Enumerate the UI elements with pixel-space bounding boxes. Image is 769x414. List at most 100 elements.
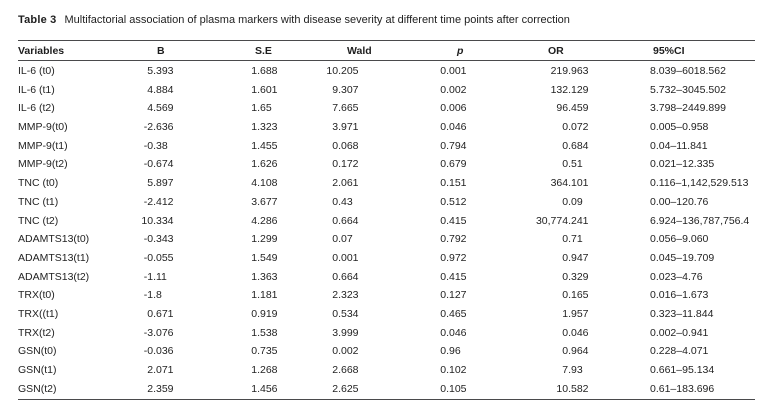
- cell-b-frac: 359: [156, 382, 174, 395]
- cell-se-frac: 455: [260, 139, 278, 152]
- cell-ci: 0.04–11.841: [650, 139, 708, 152]
- cell-b-int: 10.: [141, 214, 156, 227]
- cell-b-frac: 076: [156, 326, 174, 339]
- cell-p-frac: 792: [449, 233, 467, 246]
- cell-ci: 6.924–136,787,756.4: [650, 214, 750, 227]
- cell-se-frac: 268: [260, 364, 278, 376]
- cell-se-int: 1.: [251, 251, 260, 264]
- cell-p-frac: 415: [449, 214, 467, 227]
- cell-b-frac: 671: [156, 307, 174, 320]
- cell-p-frac: 102: [449, 364, 467, 376]
- table-row: MMP-9(t0) -2. 636 1. 323 3. 971 0. 046 0. 072 0.005…: [18, 118, 755, 137]
- cell-b-frac: 897: [156, 177, 174, 190]
- cell-ci: 0.021–12.335: [650, 158, 715, 171]
- cell-or-int: 132.: [550, 83, 571, 96]
- cell-wald-int: 10.: [326, 65, 341, 77]
- cell-p-frac: 465: [449, 307, 467, 320]
- cell-or-frac: 129: [571, 83, 589, 96]
- cell-variable: ADAMTS13(t0): [18, 233, 90, 246]
- cell-b-frac: 569: [156, 102, 174, 115]
- cell-p-frac: 127: [449, 289, 467, 302]
- cell-ci: 8.039–6018.562: [650, 65, 726, 77]
- cell-or-int: 7.: [562, 364, 571, 376]
- cell-b-int: -0.: [143, 251, 156, 264]
- cell-p-int: 0.: [440, 139, 449, 152]
- cell-or-int: 1.: [562, 307, 571, 320]
- cell-b-int: 2.: [147, 364, 156, 376]
- cell-p-int: 0.: [440, 251, 449, 264]
- cell-p-frac: 96: [449, 345, 461, 358]
- column-header-p: p: [457, 45, 464, 57]
- cell-p-int: 0.: [440, 233, 449, 246]
- cell-wald-frac: 001: [341, 251, 359, 264]
- cell-se-frac: 286: [260, 214, 278, 227]
- cell-wald-frac: 07: [341, 233, 353, 246]
- cell-ci: 0.61–183.696: [650, 382, 715, 395]
- cell-ci: 0.116–1,142,529.513: [650, 177, 749, 190]
- cell-se-int: 1.: [251, 382, 260, 395]
- cell-variable: TRX(t0): [18, 289, 55, 302]
- cell-wald-int: 0.: [332, 270, 341, 283]
- cell-or-int: 0.: [562, 121, 571, 134]
- table-row: GSN(t1) 2. 071 1. 268 2. 668 0. 102 7. 93 0.661–95.…: [18, 361, 755, 380]
- cell-p-int: 0.: [440, 83, 449, 96]
- cell-p-int: 0.: [440, 214, 449, 227]
- cell-se-int: 4.: [251, 214, 260, 227]
- table-body: IL-6 (t0) 5. 393 1. 688 10. 205 0. 001 219. 963 8.0…: [18, 62, 755, 398]
- cell-wald-frac: 664: [341, 214, 359, 227]
- cell-se-int: 0.: [251, 345, 260, 358]
- cell-b-frac: 393: [156, 65, 174, 77]
- cell-p-int: 0.: [440, 345, 449, 358]
- cell-wald-int: 2.: [332, 364, 341, 376]
- cell-variable: MMP-9(t0): [18, 121, 68, 134]
- cell-wald-frac: 061: [341, 177, 359, 190]
- column-header-se: S.E: [255, 45, 272, 57]
- table-caption-label: Table 3: [18, 14, 57, 26]
- cell-or-frac: 459: [571, 102, 589, 115]
- cell-or-int: 96.: [556, 102, 571, 115]
- cell-wald-frac: 068: [341, 139, 359, 152]
- cell-wald-frac: 43: [341, 195, 353, 208]
- cell-b-int: -0.: [143, 233, 156, 246]
- cell-se-frac: 538: [260, 326, 278, 339]
- cell-p-frac: 151: [449, 177, 467, 190]
- cell-b-frac: 055: [156, 251, 174, 264]
- cell-se-int: 3.: [251, 195, 260, 208]
- cell-wald-frac: 534: [341, 307, 359, 320]
- cell-se-int: 1.: [251, 102, 260, 115]
- cell-wald-int: 3.: [332, 121, 341, 134]
- cell-b-frac: 412: [156, 195, 174, 208]
- cell-se-int: 1.: [251, 139, 260, 152]
- cell-variable: MMP-9(t1): [18, 139, 68, 152]
- column-header-wald: Wald: [347, 45, 372, 57]
- cell-ci: 0.002–0.941: [650, 326, 709, 339]
- cell-wald-int: 0.: [332, 307, 341, 320]
- cell-se-frac: 677: [260, 195, 278, 208]
- cell-variable: ADAMTS13(t1): [18, 251, 90, 264]
- cell-wald-frac: 172: [341, 158, 359, 171]
- cell-or-int: 0.: [562, 345, 571, 358]
- cell-b-int: -0.: [143, 139, 156, 152]
- cell-se-frac: 549: [260, 251, 278, 264]
- cell-b-frac: 8: [156, 289, 162, 302]
- cell-p-frac: 006: [449, 102, 467, 115]
- cell-ci: 0.023–4.76: [650, 270, 703, 283]
- table-row: TNC (t1) -2. 412 3. 677 0. 43 0. 512 0. 09 0.00–120…: [18, 193, 755, 212]
- cell-se-frac: 919: [260, 307, 278, 320]
- table-row: TRX((t1) 0. 671 0. 919 0. 534 0. 465 1. 957 0.323–1…: [18, 305, 755, 324]
- table-row: IL-6 (t2) 4. 569 1. 65 7. 665 0. 006 96. 459 3.798–…: [18, 99, 755, 118]
- cell-b-frac: 636: [156, 121, 174, 134]
- cell-p-int: 0.: [440, 326, 449, 339]
- cell-se-int: 1.: [251, 326, 260, 339]
- cell-wald-frac: 323: [341, 289, 359, 302]
- cell-variable: IL-6 (t1): [18, 83, 55, 96]
- cell-or-int: 0.: [562, 139, 571, 152]
- cell-se-int: 1.: [251, 270, 260, 283]
- cell-or-frac: 165: [571, 289, 589, 302]
- cell-wald-int: 0.: [332, 139, 341, 152]
- cell-p-int: 0.: [440, 195, 449, 208]
- table-row: ADAMTS13(t2) -1. 11 1. 363 0. 664 0. 415 0. 329 0.0…: [18, 268, 755, 287]
- table-row: MMP-9(t1) -0. 38 1. 455 0. 068 0. 794 0. 684 0.04–1…: [18, 137, 755, 156]
- cell-b-int: -1.: [143, 270, 156, 283]
